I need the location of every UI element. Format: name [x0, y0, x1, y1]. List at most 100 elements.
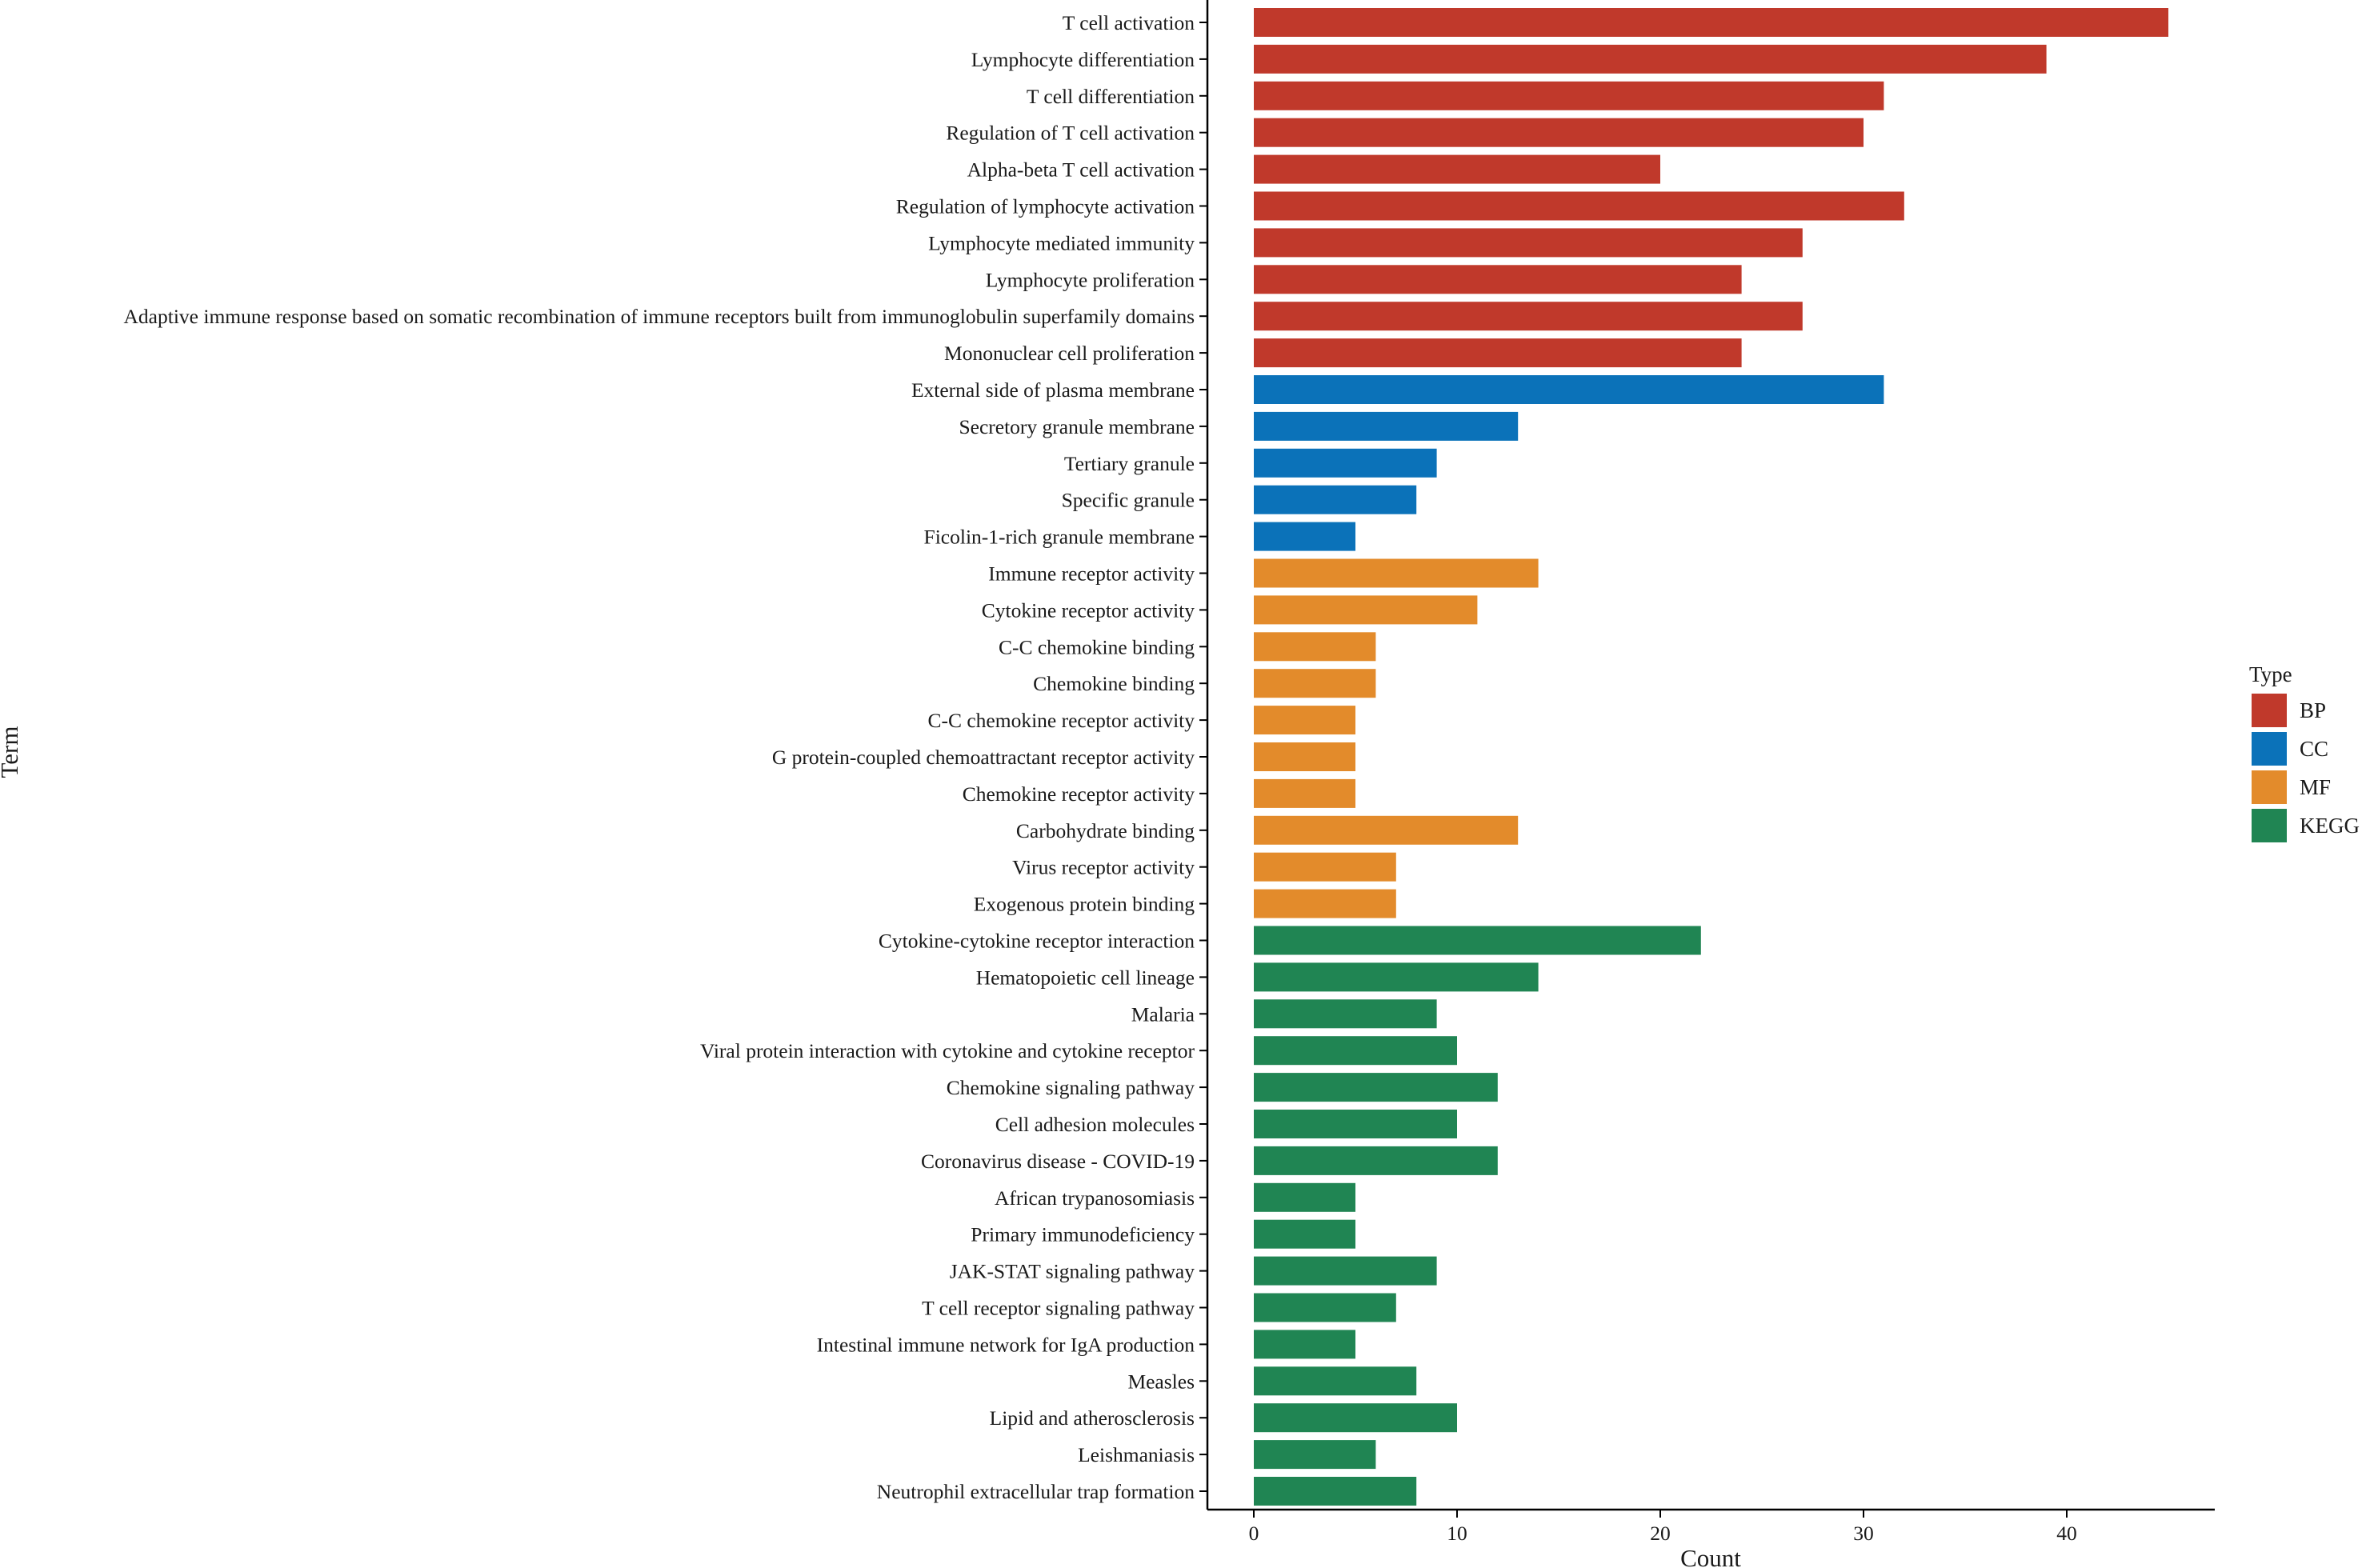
legend: Type BP CC MF KEGG [2249, 662, 2360, 842]
y-tick-label: Adaptive immune response based on somati… [124, 305, 1195, 328]
bar-22 [1254, 778, 1355, 808]
x-tick-label: 0 [1249, 1522, 1259, 1545]
bar-27 [1254, 962, 1539, 992]
bar-19 [1254, 669, 1376, 698]
bar-10 [1254, 338, 1742, 368]
bar-6 [1254, 191, 1904, 221]
plot-area: T cell activation Lymphocyte differentiat… [124, 8, 2168, 1506]
bar-14 [1254, 485, 1417, 514]
bar-18 [1254, 632, 1376, 662]
legend-label-kegg: KEGG [2300, 814, 2360, 838]
bar-29 [1254, 1036, 1457, 1066]
y-tick-label: Mononuclear cell proliferation [944, 342, 1195, 365]
y-tick-label: Lipid and atherosclerosis [990, 1406, 1195, 1430]
y-tick-label: Leishmaniasis [1078, 1443, 1195, 1466]
bar-34 [1254, 1219, 1355, 1249]
y-tick-label: External side of plasma membrane [911, 378, 1195, 402]
bar-5 [1254, 154, 1660, 184]
legend-label-mf: MF [2300, 775, 2331, 799]
legend-label-cc: CC [2300, 737, 2328, 761]
y-tick-label: Cytokine-cytokine receptor interaction [879, 930, 1195, 953]
y-tick-label: Tertiary granule [1064, 452, 1195, 475]
bar-36 [1254, 1293, 1396, 1322]
bar-39 [1254, 1403, 1457, 1433]
bar-4 [1254, 118, 1864, 147]
x-axis-title: Count [1680, 1544, 1741, 1568]
legend-label-bp: BP [2300, 698, 2326, 722]
y-tick-label: Coronavirus disease - COVID-19 [921, 1150, 1195, 1173]
x-axis-ticks: 0 10 20 30 40 [1249, 1510, 2077, 1545]
legend-swatch-kegg [2252, 809, 2287, 842]
bar-24 [1254, 852, 1396, 882]
bar-12 [1254, 411, 1519, 441]
y-tick-label: Immune receptor activity [988, 562, 1195, 586]
bar-23 [1254, 815, 1519, 845]
bar-20 [1254, 706, 1355, 735]
y-tick-label: Chemokine binding [1033, 672, 1195, 695]
bar-30 [1254, 1073, 1498, 1102]
y-tick-label: Virus receptor activity [1012, 856, 1195, 879]
y-tick-label: Hematopoietic cell lineage [976, 966, 1195, 989]
y-tick-label: Primary immunodeficiency [971, 1223, 1195, 1246]
y-axis-title: Term [0, 726, 23, 778]
y-tick-label: T cell differentiation [1027, 85, 1195, 108]
y-tick-label: Cell adhesion molecules [995, 1113, 1195, 1136]
y-tick-label: C-C chemokine binding [999, 635, 1195, 658]
y-tick-label: Intestinal immune network for IgA produc… [817, 1333, 1195, 1356]
bar-25 [1254, 889, 1396, 918]
x-tick-label: 40 [2056, 1522, 2077, 1545]
y-tick-label: Measles [1127, 1370, 1195, 1393]
bar-11 [1254, 375, 1884, 404]
legend-swatch-bp [2252, 694, 2287, 727]
y-tick-label: Regulation of lymphocyte activation [896, 195, 1195, 218]
bar-31 [1254, 1110, 1457, 1138]
legend-swatch-cc [2252, 732, 2287, 766]
y-tick-label: JAK-STAT signaling pathway [950, 1260, 1195, 1283]
y-tick-label: Neutrophil extracellular trap formation [877, 1480, 1195, 1503]
bar-37 [1254, 1330, 1355, 1359]
y-tick-label: Exogenous protein binding [974, 893, 1195, 916]
y-tick-label: Malaria [1131, 1002, 1195, 1026]
legend-swatch-mf [2252, 770, 2287, 804]
bar-13 [1254, 448, 1437, 478]
y-tick-label: Regulation of T cell activation [946, 122, 1195, 145]
x-tick-label: 10 [1447, 1522, 1467, 1545]
bar-15 [1254, 522, 1355, 551]
bar-7 [1254, 228, 1803, 258]
y-tick-label: Lymphocyte differentiation [971, 48, 1195, 71]
x-tick-label: 20 [1650, 1522, 1671, 1545]
y-tick-label: Lymphocyte mediated immunity [928, 231, 1195, 254]
bar-17 [1254, 595, 1478, 625]
bar-2 [1254, 44, 2047, 74]
bar-41 [1254, 1477, 1417, 1506]
y-tick-label: Viral protein interaction with cytokine … [700, 1039, 1195, 1062]
y-tick-label: Alpha-beta T cell activation [967, 158, 1195, 182]
bar-28 [1254, 999, 1437, 1029]
y-tick-label: C-C chemokine receptor activity [927, 709, 1195, 732]
y-tick-label: Cytokine receptor activity [982, 598, 1195, 622]
bar-38 [1254, 1366, 1417, 1396]
y-tick-label: T cell activation [1063, 11, 1195, 34]
x-tick-label: 30 [1853, 1522, 1874, 1545]
bar-33 [1254, 1182, 1355, 1212]
y-tick-label: T cell receptor signaling pathway [922, 1297, 1195, 1320]
y-tick-label: Chemokine signaling pathway [947, 1076, 1195, 1099]
bar-1 [1254, 8, 2168, 37]
y-tick-label: Chemokine receptor activity [963, 782, 1195, 806]
bar-21 [1254, 742, 1355, 771]
y-tick-label: Secretory granule membrane [959, 415, 1195, 438]
bar-3 [1254, 81, 1884, 110]
bar-35 [1254, 1256, 1437, 1286]
bar-26 [1254, 926, 1701, 955]
bar-8 [1254, 265, 1742, 294]
bar-32 [1254, 1146, 1498, 1175]
bar-9 [1254, 302, 1803, 331]
bar-40 [1254, 1440, 1376, 1470]
y-tick-label: Specific granule [1062, 489, 1195, 512]
y-tick-label: G protein-coupled chemoattractant recept… [772, 746, 1195, 769]
legend-title: Type [2249, 662, 2292, 686]
y-tick-label: Lymphocyte proliferation [986, 268, 1195, 291]
y-tick-label: Carbohydrate binding [1016, 819, 1195, 842]
bar-16 [1254, 558, 1539, 588]
